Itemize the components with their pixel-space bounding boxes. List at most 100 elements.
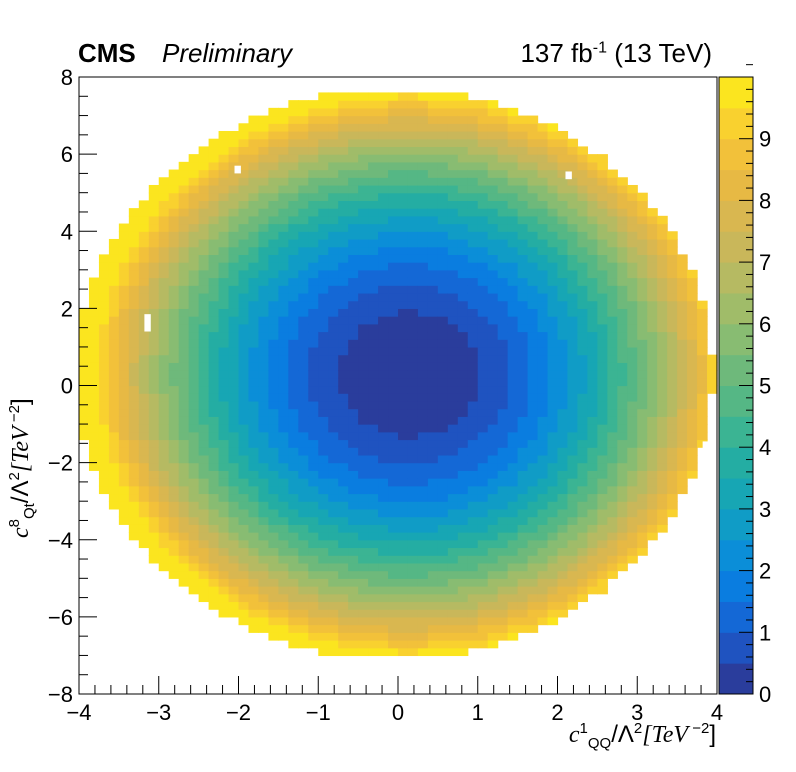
heatmap-cell (617, 478, 628, 487)
heatmap-cell (517, 578, 529, 587)
heatmap-cell (248, 300, 260, 309)
heatmap-cell (218, 254, 230, 263)
heatmap-cell (398, 246, 409, 255)
heatmap-cell (278, 308, 289, 317)
heatmap-cell (617, 439, 628, 448)
heatmap-cell (318, 123, 329, 132)
heatmap-cell (398, 532, 409, 541)
heatmap-cell (398, 269, 409, 279)
heatmap-cell (138, 370, 150, 379)
heatmap-cell (487, 246, 499, 255)
heatmap-cell (637, 269, 648, 279)
heatmap-cell (587, 308, 598, 317)
heatmap-cell (358, 138, 369, 148)
heatmap-cell (128, 354, 140, 363)
heatmap-cell (507, 277, 519, 286)
heatmap-cell (288, 385, 299, 394)
heatmap-cell (158, 269, 170, 279)
heatmap-cell (577, 454, 589, 464)
heatmap-cell (348, 393, 359, 402)
z-tick-label: 3 (759, 497, 771, 522)
heatmap-cell (627, 439, 638, 448)
heatmap-cell (597, 254, 608, 263)
heatmap-cell (278, 115, 289, 124)
y-axis-symbol: c (8, 527, 34, 538)
heatmap-cell (278, 539, 289, 549)
x-axis-unit: [TeV (642, 722, 689, 748)
heatmap-cell (577, 215, 589, 225)
heatmap-cell (308, 339, 319, 348)
heatmap-cell (208, 462, 220, 471)
heatmap-cell (378, 100, 389, 109)
heatmap-cell (457, 354, 469, 363)
heatmap-cell (208, 400, 220, 410)
heatmap-cell (248, 254, 260, 263)
heatmap-cell (537, 593, 549, 603)
heatmap-cell (398, 92, 409, 101)
heatmap-cell (507, 516, 519, 525)
heatmap-cell (537, 161, 549, 171)
heatmap-cell (198, 246, 210, 255)
heatmap-cell (258, 578, 270, 587)
heatmap-cell (477, 200, 489, 209)
heatmap-cell (637, 478, 648, 487)
heatmap-cell (467, 400, 479, 410)
heatmap-cell (258, 308, 270, 317)
heatmap-cell (268, 262, 279, 271)
heatmap-cell (348, 454, 359, 464)
heatmap-cell (577, 161, 589, 171)
heatmap-cell (497, 223, 509, 232)
heatmap-cell (577, 362, 589, 371)
heatmap-cell (388, 200, 399, 209)
heatmap-cell (298, 416, 309, 425)
heatmap-cell (288, 370, 299, 379)
heatmap-cell (228, 555, 240, 564)
heatmap-cell (527, 130, 539, 140)
heatmap-cell (507, 262, 519, 271)
heatmap-cell (477, 300, 489, 309)
heatmap-cell (138, 539, 150, 549)
heatmap-cell (238, 231, 250, 240)
heatmap-cell (437, 215, 449, 225)
heatmap-cell (238, 601, 250, 610)
heatmap-cell (128, 454, 140, 464)
heatmap-cell (308, 408, 319, 417)
heatmap-cell (477, 400, 489, 410)
heatmap-cell (188, 393, 200, 402)
heatmap-cell (79, 377, 90, 387)
heatmap-cell (677, 454, 688, 464)
heatmap-cell (198, 262, 210, 271)
heatmap-cell (168, 200, 180, 209)
heatmap-cell (328, 447, 339, 456)
heatmap-cell (477, 177, 489, 186)
heatmap-cell (158, 308, 170, 317)
heatmap-cell (388, 331, 399, 340)
heatmap-cell (537, 562, 549, 572)
heatmap-cell (338, 616, 349, 626)
heatmap-cell (118, 238, 130, 248)
heatmap-cell (567, 393, 579, 402)
heatmap-cell (657, 493, 668, 502)
heatmap-cell (537, 331, 549, 340)
heatmap-cell (497, 161, 509, 171)
heatmap-cell (248, 624, 260, 633)
heatmap-cell (427, 192, 439, 201)
heatmap-cell (148, 447, 160, 456)
heatmap-cell (507, 454, 519, 464)
heatmap-cell (228, 346, 240, 356)
heatmap-cell (427, 516, 439, 525)
heatmap-cell (268, 431, 279, 441)
heatmap-cell (158, 370, 170, 379)
heatmap-cell (407, 331, 419, 340)
heatmap-cell (457, 184, 469, 194)
heatmap-cell (547, 246, 559, 255)
heatmap-cell (138, 454, 150, 464)
heatmap-cell (467, 470, 479, 479)
heatmap-cell (228, 138, 240, 148)
heatmap-cell (388, 377, 399, 387)
heatmap-cell (198, 177, 210, 186)
heatmap-cell (108, 439, 120, 448)
heatmap-cell (497, 547, 509, 556)
heatmap-cell (437, 169, 449, 178)
heatmap-cell (298, 231, 309, 240)
